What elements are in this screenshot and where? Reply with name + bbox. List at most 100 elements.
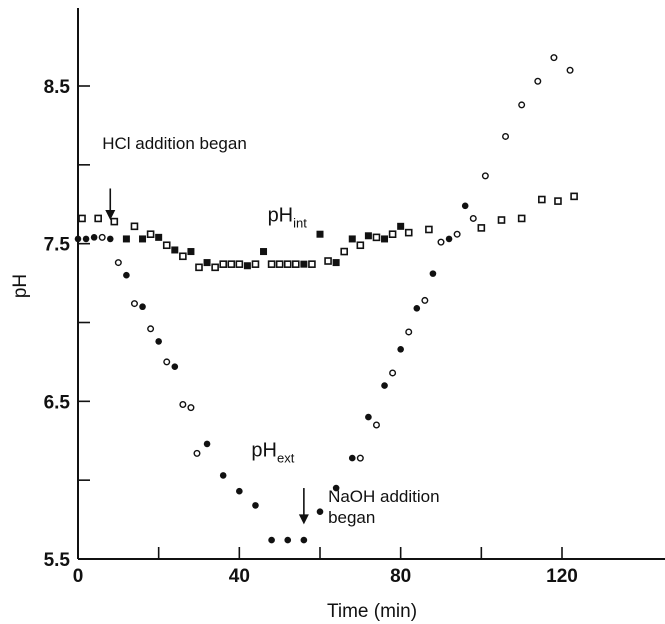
data-point-open-square: [94, 214, 102, 223]
data-point-open-square: [275, 260, 284, 268]
data-point-filled-circle: [74, 235, 82, 243]
data-point-filled-circle: [332, 484, 340, 492]
data-point-filled-circle: [268, 536, 275, 544]
data-point-open-circle: [372, 421, 380, 429]
data-point-open-circle: [502, 132, 510, 140]
data-point-open-square: [388, 230, 397, 239]
data-point-open-square: [308, 260, 316, 268]
y-tick-label: 7.5: [44, 235, 71, 256]
data-point-open-circle: [534, 77, 542, 85]
data-point-filled-circle: [90, 234, 98, 241]
data-point-filled-square: [300, 260, 308, 268]
series-ph-ext: [74, 54, 574, 544]
data-point-open-circle: [147, 325, 155, 333]
data-point-open-circle: [114, 259, 122, 267]
x-tick-label: 40: [229, 566, 250, 587]
data-point-open-circle: [421, 296, 429, 304]
data-point-filled-circle: [445, 235, 453, 243]
data-point-filled-circle: [413, 305, 421, 312]
x-tick-label: 0: [73, 566, 84, 587]
y-tick-label: 5.5: [44, 550, 71, 571]
data-point-open-square: [283, 260, 292, 268]
annotations: pHint pHext HCl addition began NaOH additio…: [102, 134, 439, 527]
annotation-text: began: [328, 508, 375, 527]
x-tick-label: 120: [546, 566, 578, 587]
data-point-filled-circle: [316, 508, 324, 515]
data-point-open-circle: [566, 66, 574, 74]
series-ph-int: [78, 192, 578, 272]
data-point-open-square: [497, 216, 506, 224]
data-point-open-square: [179, 252, 187, 261]
data-point-filled-square: [316, 230, 324, 238]
x-tick-label: 80: [390, 566, 411, 587]
y-tick-label: 6.5: [44, 392, 71, 413]
data-point-open-square: [146, 230, 155, 239]
data-point-filled-square: [171, 246, 179, 254]
data-point-open-square: [219, 260, 227, 268]
data-point-open-circle: [550, 54, 558, 62]
data-point-filled-circle: [381, 382, 388, 389]
data-point-open-square: [425, 225, 433, 234]
x-axis-label: Time (min): [327, 601, 417, 622]
data-point-open-square: [110, 217, 119, 226]
data-point-open-circle: [163, 358, 171, 366]
series-label-subscript: ext: [277, 451, 295, 466]
data-point-filled-circle: [203, 440, 211, 448]
data-point-open-square: [227, 260, 236, 268]
data-point-open-square: [235, 260, 244, 268]
data-point-open-circle: [481, 172, 489, 180]
data-point-filled-circle: [429, 270, 437, 277]
data-point-open-square: [78, 214, 86, 223]
data-point-open-circle: [518, 101, 526, 109]
data-point-open-square: [130, 222, 139, 231]
data-point-filled-square: [139, 235, 147, 243]
data-point-filled-circle: [284, 536, 292, 544]
data-point-open-square: [477, 224, 486, 232]
data-point-open-circle: [179, 400, 187, 408]
data-point-open-square: [162, 241, 171, 250]
data-point-open-square: [195, 263, 203, 272]
data-point-open-square: [267, 260, 276, 268]
data-point-filled-square: [203, 259, 211, 267]
data-point-open-square: [340, 247, 349, 256]
data-point-open-square: [538, 195, 546, 204]
data-point-open-circle: [98, 233, 106, 241]
data-point-open-square: [570, 192, 578, 201]
data-point-open-circle: [405, 328, 413, 336]
data-point-filled-square: [381, 235, 389, 243]
annotation-arrowhead: [298, 514, 309, 525]
data-point-filled-circle: [348, 454, 356, 462]
y-tick-label: 8.5: [44, 77, 71, 98]
data-point-open-square: [251, 260, 260, 268]
data-point-filled-circle: [461, 202, 469, 210]
data-point-filled-square: [397, 222, 405, 230]
data-point-filled-square: [155, 233, 163, 241]
data-point-filled-circle: [252, 502, 259, 509]
data-point-open-circle: [437, 238, 445, 246]
data-point-open-circle: [453, 230, 461, 238]
annotation-text: NaOH addition: [328, 487, 440, 506]
series-label-ext: pHext: [251, 440, 294, 466]
data-point-open-circle: [187, 404, 195, 412]
data-point-open-square: [356, 241, 365, 250]
data-point-filled-square: [348, 235, 356, 243]
data-point-filled-square: [243, 262, 251, 270]
data-point-open-circle: [469, 214, 477, 222]
data-point-filled-square: [122, 235, 130, 243]
data-point-filled-circle: [106, 235, 114, 243]
series-label-subscript: int: [293, 216, 307, 231]
data-point-filled-circle: [139, 303, 146, 311]
data-point-open-circle: [193, 449, 201, 457]
data-point-filled-circle: [219, 472, 227, 479]
data-point-open-square: [404, 228, 413, 237]
data-point-filled-circle: [155, 338, 162, 345]
data-point-filled-circle: [365, 413, 372, 421]
data-point-filled-square: [187, 248, 195, 256]
data-point-open-circle: [389, 369, 397, 377]
annotation-arrowhead: [105, 210, 116, 221]
data-point-open-square: [517, 214, 526, 223]
data-point-filled-circle: [171, 363, 179, 370]
data-point-filled-circle: [236, 487, 243, 495]
data-point-filled-square: [260, 248, 268, 256]
